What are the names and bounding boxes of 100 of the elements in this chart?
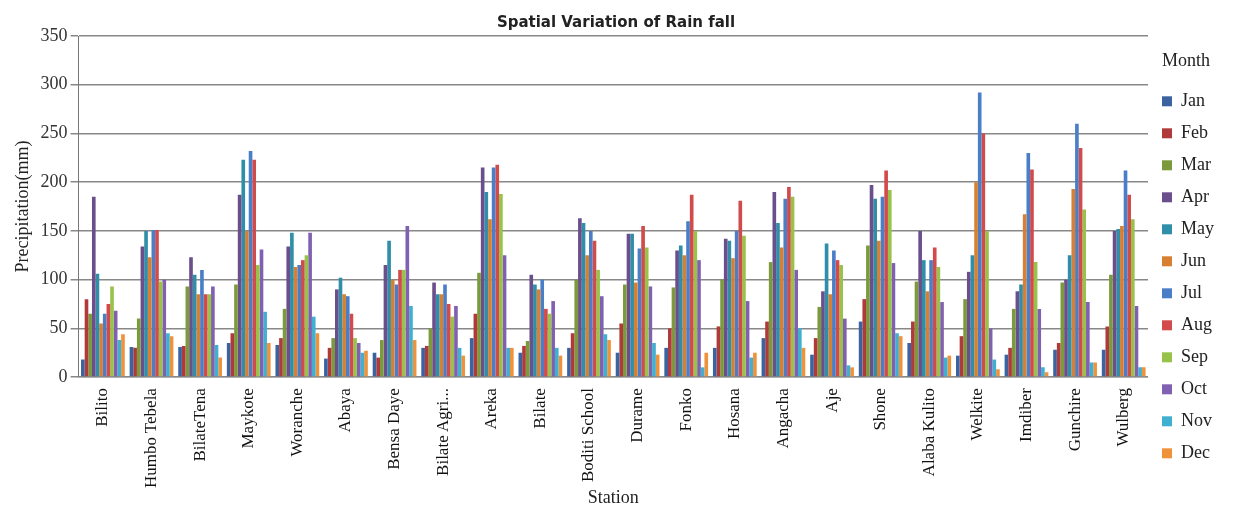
bar — [324, 358, 328, 377]
bar — [963, 299, 967, 377]
bar — [495, 164, 500, 377]
x-tick-label: Alaba Kulito — [918, 388, 938, 477]
bar — [862, 299, 867, 377]
x-tick-label: Bilito — [92, 388, 112, 427]
bar — [245, 230, 249, 377]
bar — [390, 279, 395, 377]
bar — [578, 218, 582, 377]
bar — [686, 221, 690, 377]
bar — [607, 340, 611, 377]
bar — [633, 282, 638, 377]
bar — [544, 308, 548, 377]
chart-title: Spatial Variation of Rain fall — [496, 12, 736, 31]
bar — [432, 282, 436, 377]
bar — [88, 313, 92, 377]
bar — [1064, 279, 1068, 377]
bar — [1019, 284, 1023, 377]
bar — [567, 347, 571, 377]
y-tick-label: 200 — [40, 170, 68, 191]
x-tick-label: Durame — [627, 388, 647, 443]
legend-label: Jul — [1181, 282, 1203, 303]
x-tick-label: Hosana — [724, 387, 744, 440]
bar — [166, 333, 170, 377]
bar — [252, 159, 257, 377]
bar — [1037, 308, 1042, 377]
bar — [1056, 342, 1061, 377]
x-tick-label: Wulberg — [1113, 387, 1133, 447]
bar — [985, 230, 989, 377]
bar — [499, 193, 503, 377]
bar — [1116, 228, 1121, 377]
bar — [379, 340, 384, 377]
bar — [585, 255, 589, 377]
bar — [798, 328, 802, 377]
bar — [200, 269, 204, 377]
x-tick-label: Bilate Agri... — [432, 388, 452, 476]
bar — [1011, 308, 1016, 377]
bar — [850, 367, 854, 377]
bar — [450, 316, 455, 377]
bar — [102, 313, 107, 377]
bar — [226, 342, 231, 377]
bar — [133, 347, 137, 377]
bar — [405, 226, 410, 377]
bar — [1008, 347, 1012, 377]
bar — [488, 219, 492, 377]
bar — [196, 294, 201, 377]
bar — [218, 357, 222, 377]
bar — [335, 289, 339, 377]
bar — [551, 301, 555, 377]
bar — [753, 352, 757, 377]
x-tick-label: Shone — [870, 388, 890, 431]
bar — [929, 260, 933, 377]
y-axis-title: Precipitation(mm) — [11, 140, 33, 273]
bar — [821, 291, 825, 377]
bar — [533, 284, 537, 377]
bar — [787, 187, 791, 377]
bar — [435, 294, 440, 377]
bar — [178, 346, 182, 377]
bar — [992, 359, 997, 377]
bar — [596, 269, 600, 377]
bar — [619, 323, 624, 377]
bar — [181, 345, 186, 377]
bar — [589, 230, 593, 377]
bar — [947, 355, 952, 377]
bar — [574, 279, 579, 377]
bar — [121, 334, 125, 377]
bar — [454, 305, 458, 377]
x-tick-label: Imdiber — [1015, 387, 1035, 442]
bar — [308, 232, 312, 377]
bar — [664, 347, 668, 377]
legend-label: Jun — [1181, 250, 1207, 271]
y-tick-label: 50 — [49, 317, 68, 338]
bar — [1138, 367, 1142, 377]
y-tick-label: 100 — [40, 268, 68, 289]
bar — [817, 306, 822, 377]
bar — [911, 321, 915, 377]
bar — [772, 191, 777, 377]
bar — [376, 357, 380, 377]
bar — [522, 345, 526, 377]
bar — [510, 347, 514, 377]
x-tick-label: Boditi School — [578, 387, 598, 483]
legend-label: Sep — [1181, 346, 1209, 367]
x-tick-label: Humbo Tebela — [140, 387, 160, 489]
bar — [765, 321, 769, 377]
bar — [940, 302, 944, 377]
legend-label: May — [1181, 218, 1215, 239]
bar — [1086, 302, 1090, 377]
legend-label: Apr — [1181, 186, 1210, 207]
bar — [279, 338, 283, 377]
x-tick-label: Bensa Daye — [384, 388, 404, 470]
bar — [266, 342, 271, 377]
bar — [1141, 367, 1146, 377]
bar — [207, 294, 212, 377]
bar — [99, 323, 103, 377]
y-tick-label: 350 — [40, 24, 68, 45]
bar — [144, 230, 148, 377]
bar — [966, 271, 971, 377]
bar — [290, 232, 294, 377]
bar — [887, 189, 892, 377]
y-tick-label: 300 — [40, 73, 68, 94]
